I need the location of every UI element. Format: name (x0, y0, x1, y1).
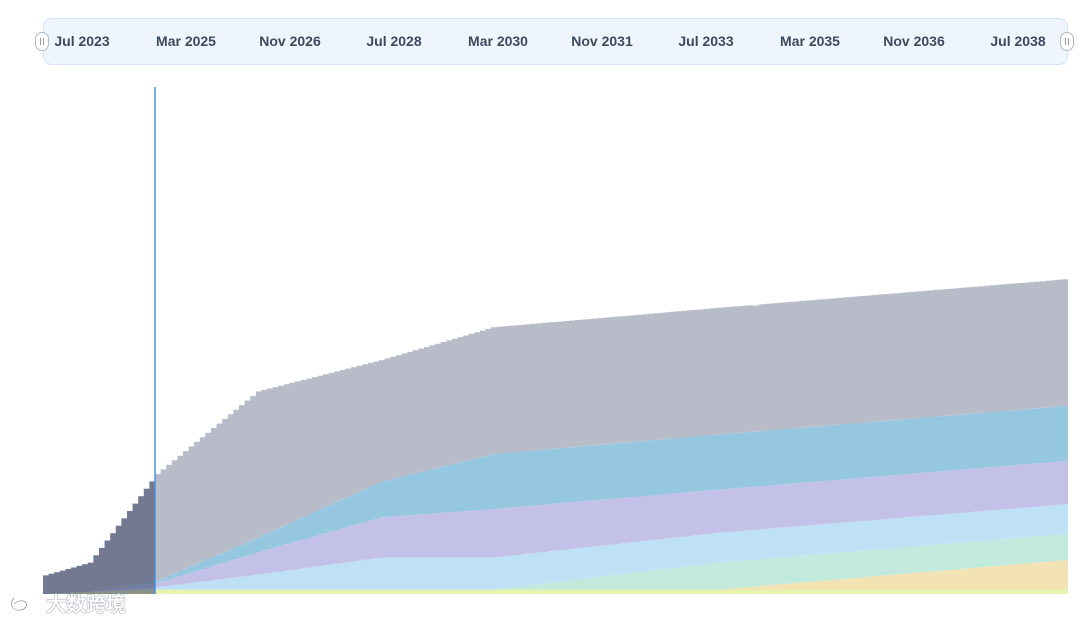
unlocked-past-overlay (43, 474, 155, 594)
timeline-tick-label: Mar 2035 (780, 33, 840, 49)
timeline-tick-label: Nov 2036 (883, 33, 945, 49)
timeline-tick-label: Nov 2031 (571, 33, 633, 49)
timeline-tick-label: Jul 2038 (990, 33, 1046, 49)
timeline-tick-label: Mar 2030 (468, 33, 528, 49)
area-series-4 (43, 503, 1068, 594)
area-series-6 (43, 405, 1068, 594)
range-handle-left[interactable] (35, 32, 49, 51)
timeline-tick-label: Jul 2023 (54, 33, 110, 49)
area-series-5 (43, 460, 1068, 594)
timeline-tick-label: Nov 2026 (259, 33, 321, 49)
area-series-7 (43, 278, 1068, 594)
area-series-2 (43, 559, 1068, 594)
timeline-tick-label: Mar 2025 (156, 33, 216, 49)
timeline-tick-label: Jul 2028 (366, 33, 422, 49)
range-handle-right[interactable] (1060, 32, 1074, 51)
area-series-3 (43, 533, 1068, 594)
area-series-1 (43, 589, 1068, 594)
timeline-range-slider[interactable]: Jul 2023 Mar 2025 Nov 2026 Jul 2028 Mar 2030… (35, 18, 1074, 65)
timeline-tick-label: Jul 2033 (678, 33, 734, 49)
